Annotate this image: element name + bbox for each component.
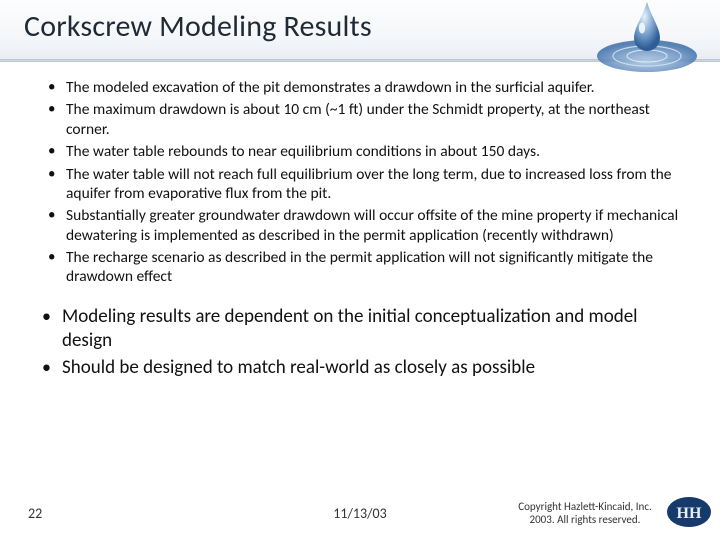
footer-date: 11/13/03: [333, 505, 386, 522]
hh-logo-icon: HH: [666, 496, 712, 528]
slide: Corkscrew Modeling Results: [0, 0, 720, 540]
bullet-item: Substantially greater groundwater drawdo…: [40, 206, 688, 245]
page-number: 22: [28, 505, 42, 522]
bullet-list-secondary: Modeling results are dependent on the in…: [40, 305, 688, 380]
svg-text:HH: HH: [677, 505, 702, 522]
bullet-item: The maximum drawdown is about 10 cm (~1 …: [40, 100, 688, 139]
copyright-line2: 2003. All rights reserved.: [530, 513, 641, 526]
title-underline: [0, 59, 720, 62]
slide-title: Corkscrew Modeling Results: [24, 8, 696, 45]
title-bar: Corkscrew Modeling Results: [0, 0, 720, 62]
bullet-item: The water table will not reach full equi…: [40, 165, 688, 204]
copyright-text: Copyright Hazlett-Kincaid, Inc. 2003. Al…: [510, 500, 660, 526]
copyright-line1: Copyright Hazlett-Kincaid, Inc.: [518, 500, 652, 513]
bullet-item: The modeled excavation of the pit demons…: [40, 78, 688, 97]
content-area: The modeled excavation of the pit demons…: [40, 78, 688, 384]
bullet-item: The recharge scenario as described in th…: [40, 248, 688, 287]
bullet-item: The water table rebounds to near equilib…: [40, 142, 688, 161]
footer: 22 11/13/03 Copyright Hazlett-Kincaid, I…: [0, 490, 720, 530]
bullet-item: Modeling results are dependent on the in…: [40, 305, 688, 353]
bullet-list-primary: The modeled excavation of the pit demons…: [40, 78, 688, 287]
bullet-item: Should be designed to match real-world a…: [40, 356, 688, 380]
